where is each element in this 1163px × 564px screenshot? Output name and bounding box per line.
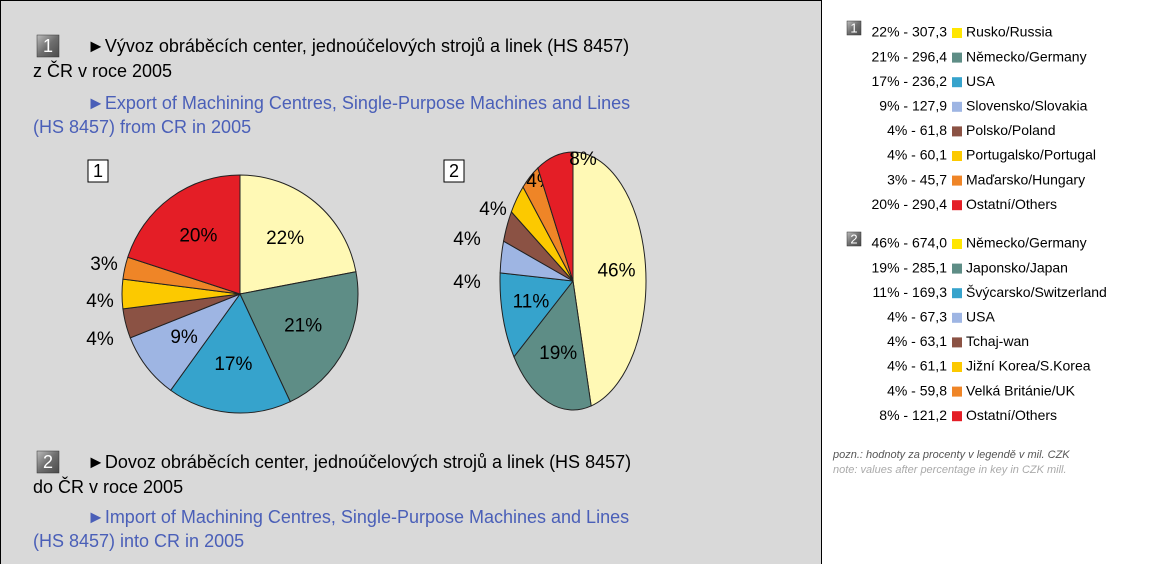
slice-label: 19% <box>539 343 577 364</box>
legend-name: USA <box>966 309 995 325</box>
legend-swatch <box>952 52 962 63</box>
header-en: (HS 8457) from CR in 2005 <box>33 117 251 137</box>
note: note: values after percentage in key in … <box>833 464 1067 476</box>
legend-swatch <box>952 312 962 323</box>
pie-slice <box>572 151 647 407</box>
number-box <box>36 34 60 58</box>
legend-name: USA <box>966 73 995 89</box>
legend-name: Rusko/Russia <box>966 24 1053 40</box>
slice-label: 20% <box>179 225 217 246</box>
legend-swatch <box>952 386 962 397</box>
pie-slice <box>537 151 574 282</box>
legend-amount: 4% - 61,1 <box>887 358 947 374</box>
legend-name: Maďarsko/Hungary <box>966 171 1085 187</box>
legend-swatch <box>952 200 962 211</box>
legend-swatch <box>952 239 962 249</box>
header-cz: z ČR v roce 2005 <box>33 60 172 81</box>
number-label: 2 <box>850 231 857 246</box>
slice-label: 17% <box>214 354 252 375</box>
legend-swatch <box>952 151 962 161</box>
pie-label-box <box>443 159 465 183</box>
number-label: 1 <box>43 36 53 56</box>
legend-amount: 21% - 296,4 <box>872 48 948 64</box>
legend-amount: 20% - 290,4 <box>872 196 948 212</box>
pie-slice <box>513 279 592 411</box>
legend-amount: 17% - 236,2 <box>872 73 948 89</box>
legend-swatch <box>952 77 962 88</box>
legend-swatch <box>952 411 962 422</box>
legend-name: Ostatní/Others <box>966 196 1057 212</box>
slice-label: 9% <box>170 327 198 348</box>
legend-amount: 4% - 63,1 <box>887 333 947 349</box>
slice-label: 4% <box>86 291 114 312</box>
legend-amount: 11% - 169,3 <box>873 284 948 300</box>
number-box <box>846 231 862 247</box>
legend-name: Švýcarsko/Switzerland <box>966 284 1107 300</box>
legend-name: Japonsko/Japan <box>966 259 1068 275</box>
note: pozn.: hodnoty za procenty v legendě v m… <box>832 449 1070 461</box>
legend-swatch <box>952 263 962 274</box>
number-box <box>36 450 60 474</box>
legend-swatch <box>952 28 962 38</box>
pie-slice <box>499 272 574 358</box>
pie-slice <box>239 174 357 295</box>
pie-label: 2 <box>449 161 459 181</box>
header-cz: ►Dovoz obráběcích center, jednoúčelových… <box>87 452 631 472</box>
pie-slice <box>239 271 359 403</box>
legend-amount: 4% - 67,3 <box>887 309 947 325</box>
pie-label-box <box>87 159 109 183</box>
number-label: 2 <box>43 452 53 472</box>
legend-name: Německo/Germany <box>966 235 1087 251</box>
pie-label: 1 <box>93 161 103 181</box>
legend-swatch <box>952 362 962 372</box>
legend-swatch <box>952 101 962 112</box>
legend-amount: 22% - 307,3 <box>872 24 948 40</box>
legend-name: Německo/Germany <box>966 48 1087 64</box>
legend-name: Velká Británie/UK <box>966 382 1076 398</box>
slice-label: 4% <box>453 272 481 293</box>
legend-amount: 4% - 59,8 <box>887 382 947 398</box>
header-en: ►Export of Machining Centres, Single-Pur… <box>87 93 630 113</box>
legend-amount: 8% - 121,2 <box>879 407 947 423</box>
legend-amount: 4% - 60,1 <box>887 147 947 163</box>
legend-amount: 9% - 127,9 <box>879 98 947 114</box>
legend-amount: 3% - 45,7 <box>887 171 947 187</box>
legend-name: Tchaj-wan <box>966 333 1029 349</box>
header-cz: do ČR v roce 2005 <box>33 476 183 497</box>
legend-name: Jižní Korea/S.Korea <box>966 358 1091 374</box>
slice-label: 4% <box>453 229 481 250</box>
slice-label: 46% <box>597 260 635 281</box>
slice-label: 21% <box>284 315 322 336</box>
pie-slice <box>127 174 241 295</box>
pie-slice <box>169 293 291 414</box>
header-en: ►Import of Machining Centres, Single-Pur… <box>87 507 629 527</box>
slice-label: 11% <box>513 292 550 313</box>
slice-label: 4% <box>86 329 114 350</box>
legend-name: Slovensko/Slovakia <box>966 98 1088 114</box>
number-label: 1 <box>850 20 857 35</box>
slice-label: 8% <box>569 149 597 170</box>
legend-name: Portugalsko/Portugal <box>966 147 1096 163</box>
legend-amount: 46% - 674,0 <box>872 235 948 251</box>
legend-amount: 4% - 61,8 <box>887 122 947 138</box>
legend-amount: 19% - 285,1 <box>872 259 948 275</box>
legend-swatch <box>952 126 962 137</box>
legend-name: Ostatní/Others <box>966 407 1057 423</box>
legend-swatch <box>952 337 962 348</box>
header-cz: ►Vývoz obráběcích center, jednoúčelových… <box>87 36 629 56</box>
legend-name: Polsko/Poland <box>966 122 1056 138</box>
slice-label: 3% <box>90 254 118 275</box>
legend-swatch <box>952 288 962 299</box>
number-box <box>846 20 862 36</box>
header-en: (HS 8457) into CR in 2005 <box>33 531 244 551</box>
legend-swatch <box>952 175 962 186</box>
slice-label: 4% <box>479 199 507 220</box>
slice-label: 22% <box>266 228 304 249</box>
